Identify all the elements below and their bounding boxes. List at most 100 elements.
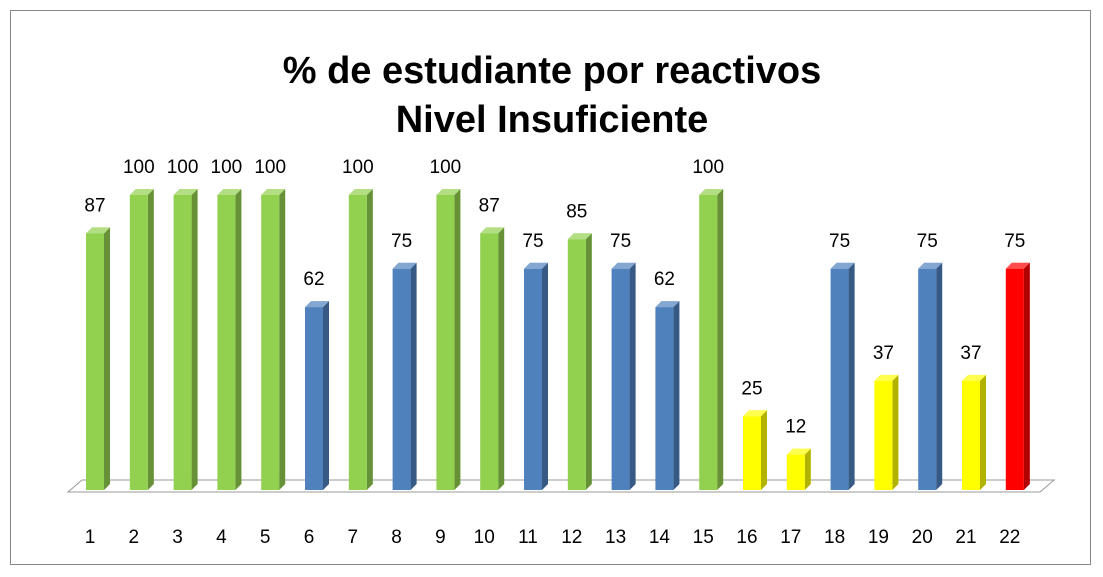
bar-side-shade bbox=[191, 189, 198, 490]
x-tick-label: 7 bbox=[348, 527, 359, 548]
bar-side-shade bbox=[673, 301, 680, 490]
data-label: 37 bbox=[873, 343, 894, 364]
bar-top-shade bbox=[786, 448, 811, 455]
bar-side-shade bbox=[104, 227, 110, 490]
bar-side-shade bbox=[498, 227, 505, 490]
x-tick-label: 13 bbox=[605, 527, 626, 548]
data-label: 75 bbox=[522, 231, 543, 252]
bar-side bbox=[980, 374, 986, 490]
bar-side bbox=[585, 233, 592, 490]
data-label: 75 bbox=[1004, 231, 1025, 252]
bar bbox=[567, 239, 586, 490]
bar-side bbox=[892, 374, 899, 490]
bar-side bbox=[279, 189, 286, 490]
bar-top bbox=[874, 374, 899, 381]
bar-side bbox=[542, 262, 548, 490]
x-tick-label: 8 bbox=[391, 527, 402, 548]
bar-side bbox=[1023, 262, 1030, 490]
bar-side bbox=[761, 410, 767, 490]
bar-side bbox=[848, 262, 855, 490]
bar-top bbox=[611, 262, 636, 269]
bar bbox=[874, 380, 893, 490]
bar-side-shade bbox=[804, 448, 811, 490]
bar bbox=[217, 195, 236, 490]
bar bbox=[392, 268, 411, 490]
data-label: 100 bbox=[692, 157, 724, 178]
bar bbox=[480, 233, 499, 490]
bar-top bbox=[830, 262, 855, 269]
x-tick-label: 11 bbox=[518, 527, 538, 548]
data-label: 62 bbox=[654, 269, 675, 290]
bar-top-shade bbox=[1005, 262, 1030, 269]
bar-side-shade bbox=[454, 189, 461, 490]
bar-top-shade bbox=[962, 374, 986, 381]
bar-side-shade bbox=[980, 374, 986, 490]
bar-side-shade bbox=[629, 262, 636, 490]
bar-top-shade bbox=[743, 410, 767, 417]
bar bbox=[436, 195, 455, 490]
bar-side bbox=[366, 189, 373, 490]
bar-side bbox=[498, 227, 505, 490]
bar-top bbox=[655, 301, 680, 308]
bar-top-shade bbox=[86, 227, 110, 234]
floor bbox=[66, 479, 1056, 493]
bar-top-shade bbox=[392, 262, 417, 269]
bar-side-shade bbox=[892, 374, 899, 490]
bar bbox=[261, 195, 280, 490]
bar bbox=[524, 268, 542, 490]
x-tick-label: 19 bbox=[868, 527, 889, 548]
bar-top bbox=[567, 233, 592, 240]
data-label: 100 bbox=[167, 157, 199, 178]
x-tick-label: 3 bbox=[172, 527, 183, 548]
bar-top bbox=[305, 301, 329, 308]
bar-top bbox=[436, 189, 461, 195]
data-label: 25 bbox=[741, 378, 762, 399]
data-label: 100 bbox=[430, 157, 462, 178]
bar-top bbox=[392, 262, 417, 269]
bar-top-shade bbox=[874, 374, 899, 381]
bar-top-shade bbox=[611, 262, 636, 269]
x-tick-label: 15 bbox=[693, 527, 714, 548]
data-label: 100 bbox=[342, 157, 374, 178]
chart-title: % de estudiante por reactivos bbox=[283, 50, 822, 92]
data-label: 100 bbox=[123, 157, 155, 178]
bar-side bbox=[410, 262, 417, 490]
data-label: 75 bbox=[829, 231, 850, 252]
x-tick-label: 14 bbox=[649, 527, 671, 548]
bar bbox=[611, 268, 630, 490]
bar-top-shade bbox=[480, 227, 505, 234]
bar-side-shade bbox=[279, 189, 286, 490]
data-label: 62 bbox=[303, 269, 324, 290]
bar-side-shade bbox=[410, 262, 417, 490]
bar-top-shade bbox=[173, 189, 198, 195]
x-tick-label: 22 bbox=[999, 527, 1020, 548]
bar-side bbox=[717, 189, 724, 490]
x-tick-label: 10 bbox=[474, 527, 495, 548]
bar-top bbox=[129, 189, 154, 195]
bar bbox=[786, 454, 805, 490]
bar-top-shade bbox=[699, 189, 724, 195]
data-label: 87 bbox=[479, 195, 500, 216]
bar bbox=[173, 195, 192, 490]
bar-top-shade bbox=[217, 189, 242, 195]
bar-side bbox=[454, 189, 461, 490]
bar bbox=[305, 307, 323, 490]
bar-top bbox=[524, 262, 548, 269]
bar-side bbox=[323, 301, 329, 490]
bar bbox=[699, 195, 718, 490]
bar bbox=[348, 195, 367, 490]
bar-side-shade bbox=[366, 189, 373, 490]
bar-top bbox=[1005, 262, 1030, 269]
x-tick-label: 4 bbox=[216, 527, 227, 548]
bar-top bbox=[217, 189, 242, 195]
data-label: 75 bbox=[610, 231, 631, 252]
bar-top-shade bbox=[524, 262, 548, 269]
bar-top bbox=[743, 410, 767, 417]
x-tick-label: 12 bbox=[561, 527, 582, 548]
x-tick-label: 1 bbox=[85, 527, 96, 548]
bar-top-shade bbox=[918, 262, 943, 269]
bar-side-shade bbox=[147, 189, 154, 490]
bar-side bbox=[629, 262, 636, 490]
data-label: 37 bbox=[960, 343, 981, 364]
